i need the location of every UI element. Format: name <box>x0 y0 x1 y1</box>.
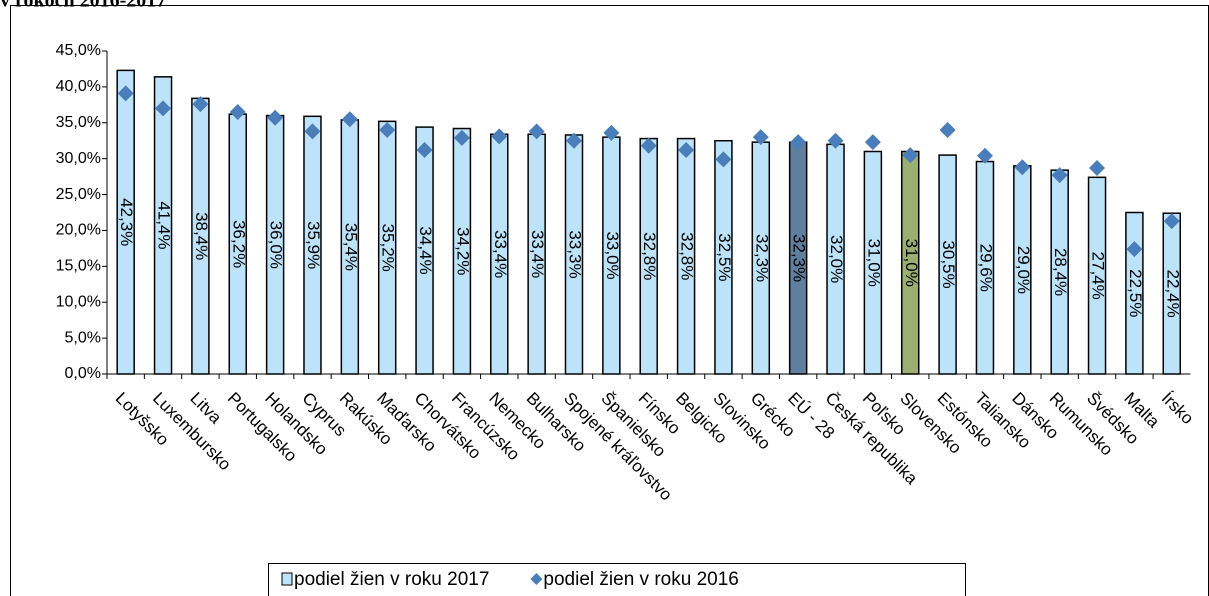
y-tick-label: 5,0% <box>65 329 101 346</box>
value-label: 22,5% <box>1126 269 1145 317</box>
marker <box>304 123 321 140</box>
value-label: 33,4% <box>491 230 510 278</box>
chart-title: v rokoch 2016-2017 <box>0 0 166 12</box>
y-tick-label: 40,0% <box>56 78 101 95</box>
y-tick-label: 15,0% <box>56 258 101 275</box>
marker <box>566 132 582 149</box>
value-label: 35,2% <box>379 224 398 272</box>
y-tick-label: 10,0% <box>56 293 101 310</box>
marker <box>902 147 919 164</box>
value-label: 42,3% <box>117 198 136 246</box>
marker <box>752 129 769 146</box>
marker <box>379 121 396 138</box>
marker <box>229 104 246 121</box>
value-label: 41,4% <box>155 201 174 249</box>
y-tick-label: 20,0% <box>56 222 101 239</box>
value-label: 32,8% <box>678 232 697 280</box>
legend-label: podiel žien v roku 2017 <box>294 569 489 590</box>
marker <box>678 142 695 159</box>
legend-label: podiel žien v roku 2016 <box>543 569 738 590</box>
marker <box>155 100 172 117</box>
marker <box>864 134 881 151</box>
value-label: 32,0% <box>827 235 846 283</box>
marker <box>528 123 545 140</box>
value-label: 33,0% <box>603 231 622 279</box>
value-label: 31,0% <box>864 239 883 287</box>
marker <box>416 142 433 159</box>
value-label: 28,4% <box>1051 248 1070 296</box>
value-label: 36,2% <box>229 220 248 268</box>
marker <box>640 137 657 154</box>
legend-swatch <box>281 572 293 586</box>
bar <box>1125 211 1144 375</box>
y-tick-label: 30,0% <box>56 150 101 167</box>
marker <box>341 111 358 128</box>
marker <box>117 85 134 102</box>
marker <box>453 129 470 146</box>
bar <box>863 150 883 375</box>
marker <box>603 124 620 141</box>
value-label: 29,6% <box>976 244 995 292</box>
value-label: 22,4% <box>1163 270 1182 318</box>
value-label: 32,5% <box>715 233 734 281</box>
value-label: 38,4% <box>192 212 211 260</box>
value-label: 29,0% <box>1014 246 1033 294</box>
marker <box>1163 213 1180 230</box>
bar <box>415 126 434 375</box>
bar <box>938 154 957 375</box>
bar <box>676 137 696 375</box>
marker <box>976 147 993 164</box>
value-label: 33,4% <box>528 230 547 278</box>
value-label: 35,9% <box>304 221 323 269</box>
marker <box>192 96 209 113</box>
value-label: 30,5% <box>939 240 958 288</box>
y-tick-label: 25,0% <box>56 186 101 203</box>
value-label: 32,3% <box>790 234 809 282</box>
legend: podiel žien v roku 2017 podiel žien v rok… <box>268 563 966 596</box>
marker <box>827 132 844 149</box>
legend-swatch <box>530 573 543 585</box>
value-label: 31,0% <box>902 239 921 287</box>
bar <box>452 127 472 375</box>
bar <box>714 139 733 375</box>
marker <box>1089 159 1106 176</box>
marker <box>790 134 807 151</box>
value-label: 34,2% <box>453 227 472 275</box>
y-tick-label: 35,0% <box>56 114 101 131</box>
bar <box>377 120 397 375</box>
marker <box>1051 167 1068 184</box>
value-label: 34,4% <box>416 226 435 274</box>
bar <box>303 115 322 375</box>
y-tick-label: 45,0% <box>56 42 101 59</box>
marker <box>491 128 508 145</box>
value-label: 36,0% <box>267 221 286 269</box>
marker <box>267 109 284 126</box>
bar <box>116 69 135 375</box>
value-label: 32,3% <box>752 234 771 282</box>
marker <box>1126 241 1143 258</box>
marker <box>1014 159 1031 176</box>
value-label: 32,8% <box>640 232 659 280</box>
marker <box>715 151 732 168</box>
y-tick-label: 0,0% <box>65 365 101 382</box>
bar <box>153 76 173 375</box>
legend-frame <box>268 563 966 596</box>
bar <box>1087 176 1107 375</box>
value-label: 33,3% <box>566 230 585 278</box>
value-label: 35,4% <box>341 223 360 271</box>
value-label: 27,4% <box>1089 252 1108 300</box>
marker <box>939 121 956 138</box>
